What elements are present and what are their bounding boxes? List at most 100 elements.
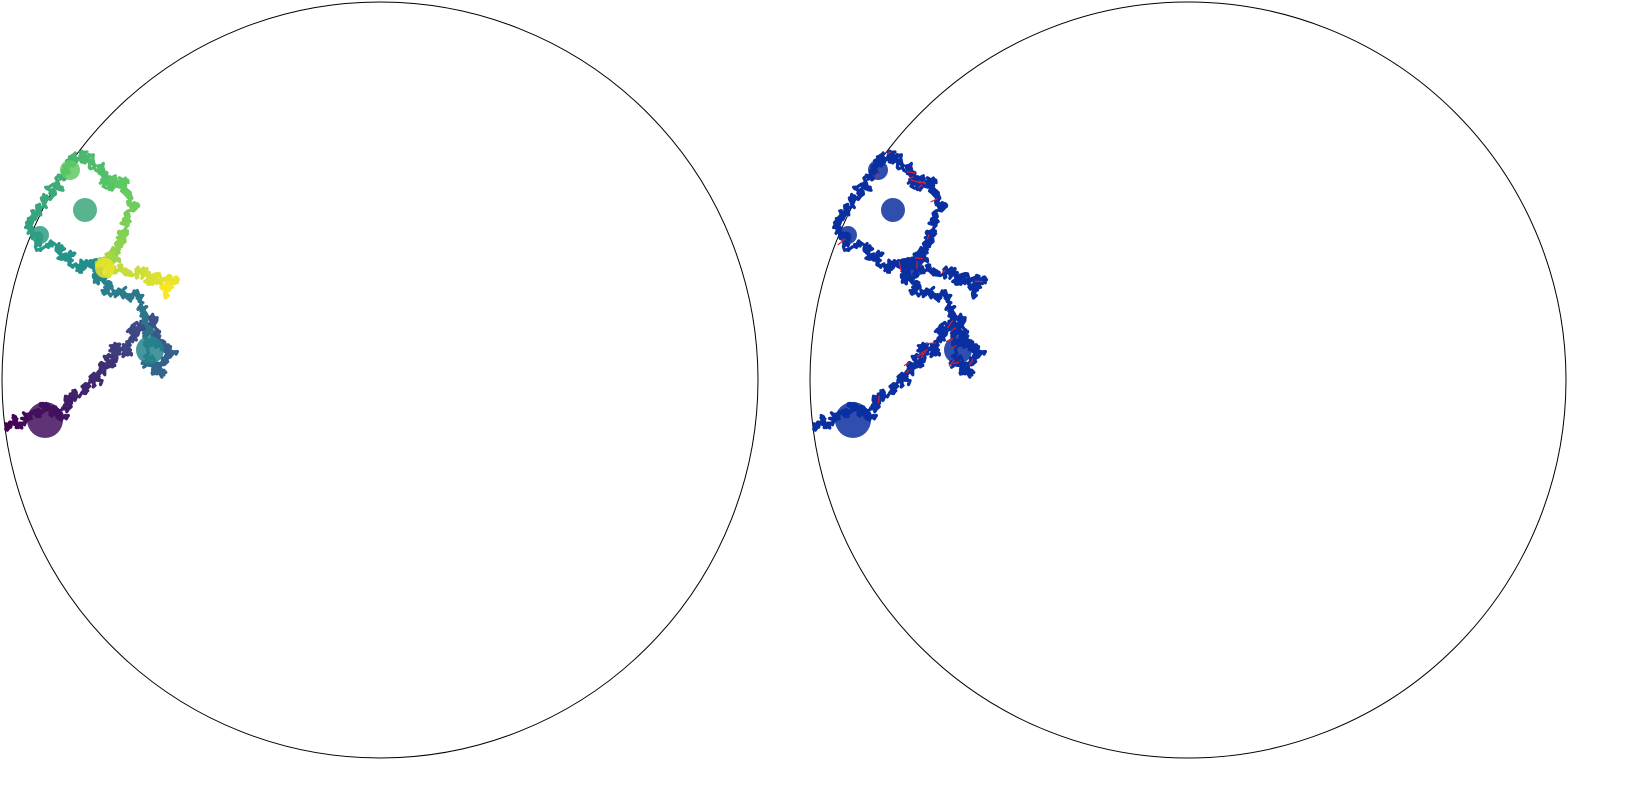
walk-segment [927,343,942,357]
highlight-mark [951,344,957,349]
walk-segment [141,327,154,337]
walk-segment [45,185,58,198]
random-walk-path [812,149,989,438]
walk-segment [951,272,968,286]
walk-segment [136,295,149,313]
walk-segment [876,388,896,399]
walk-segment [119,292,138,303]
walk-segment [139,305,149,320]
highlight-mark [920,351,927,359]
walk-segment [117,176,130,191]
highlight-mark [947,320,954,329]
walk-segment [159,283,171,300]
highlight-mark [916,352,924,358]
walk-cluster [60,160,80,180]
walk-segment [853,185,866,198]
walk-segment [948,266,959,280]
walk-segment [873,392,886,404]
walk-segment [143,272,160,286]
walk-segment [4,419,16,432]
walk-cluster [835,402,871,438]
walk-cluster [73,198,97,222]
highlight-mark [918,184,923,189]
walk-segment [819,413,827,427]
walk-segment [919,240,933,255]
walk-cluster [27,402,63,438]
walk-segment [99,360,115,370]
walk-segment [812,419,824,432]
highlight-mark [952,361,960,365]
walk-segment [119,343,133,357]
highlight-mark [910,179,921,184]
walk-segment [151,272,165,286]
highlight-mark [920,348,929,354]
walk-segment [860,173,876,191]
highlight-mark [968,358,974,366]
highlight-mark [837,238,846,246]
highlight-mark [878,395,880,404]
left-disk-panel [1,1,759,759]
highlight-mark [903,361,910,367]
walk-segment [969,343,981,355]
walk-segment [160,350,171,367]
walk-cluster [881,198,905,222]
walk-segment [887,155,899,165]
walk-segment [846,239,862,252]
walk-segment [947,305,958,320]
walk-segment [857,239,870,253]
walk-segment [68,388,88,399]
walk-segment [881,258,893,274]
highlight-mark [926,234,930,240]
highlight-mark [945,337,954,343]
walk-segment [959,272,973,286]
walk-cluster [95,258,115,278]
walk-segment [79,258,96,273]
highlight-mark [914,257,924,260]
highlight-mark [950,327,957,332]
walk-segment [52,173,68,191]
highlight-mark [909,176,914,180]
walk-segment [38,239,54,252]
walk-segment [65,392,78,404]
walk-segment [972,349,988,359]
walk-segment [49,239,62,253]
walk-segment [125,322,139,335]
highlight-mark [918,180,927,185]
walk-segment [933,322,948,335]
highlight-mark [930,198,938,203]
walk-segment [164,349,179,359]
walk-segment [927,292,946,303]
walk-segment [847,188,864,205]
highlight-mark [905,369,910,374]
walk-segment [967,283,979,300]
walk-segment [150,364,163,376]
walk-segment [79,155,91,165]
highlight-mark [906,171,916,174]
walk-cluster [31,226,49,244]
walk-segment [73,258,85,274]
walk-cluster [944,336,972,364]
highlight-mark [974,280,984,283]
walk-cluster [903,258,923,278]
walk-segment [949,327,962,337]
walk-segment [140,266,151,280]
walk-segment [11,413,19,427]
walk-segment [931,190,942,202]
highlight-marks [837,151,984,404]
walk-segment [123,190,134,202]
walk-segment [925,176,938,191]
walk-segment [887,258,904,273]
walk-segment [39,188,56,205]
walk-segment [958,364,971,376]
highlight-mark [898,261,902,272]
walk-segment [101,172,112,186]
disk-boundary [809,1,1567,759]
walk-segment [944,295,957,313]
walk-cluster [136,336,164,364]
walk-cluster [839,226,857,244]
highlight-mark [886,151,892,155]
right-disk-panel [809,1,1567,759]
walk-cluster [868,160,888,180]
highlight-mark [948,359,956,367]
